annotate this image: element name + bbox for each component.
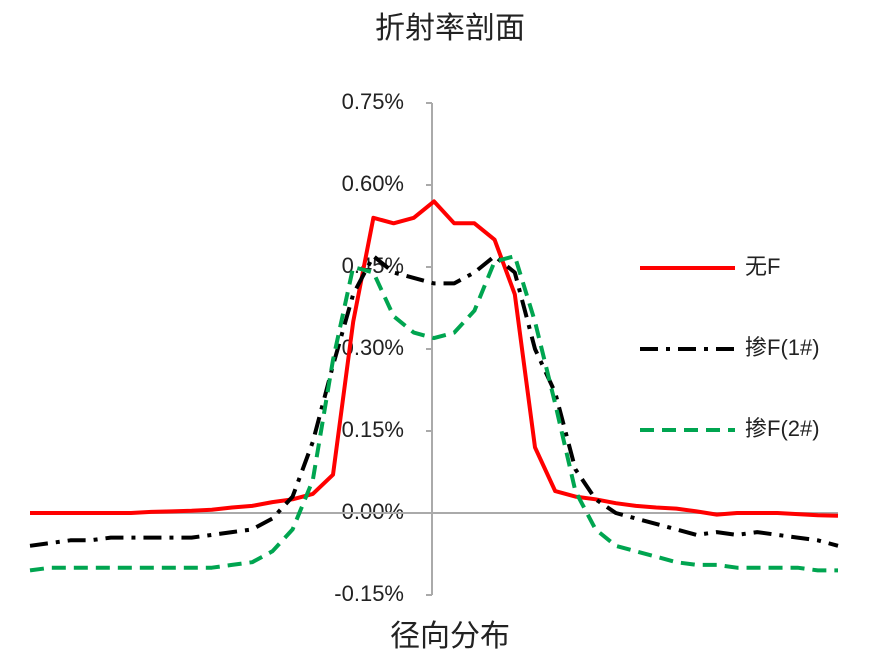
y-tick-label: 0.00%	[342, 499, 404, 524]
legend-label: 掺F(2#)	[745, 416, 820, 441]
legend-label: 无F	[745, 254, 780, 279]
chart-title: 折射率剖面	[375, 12, 525, 45]
y-tick-label: -0.15%	[334, 581, 404, 606]
y-tick-label: 0.60%	[342, 171, 404, 196]
x-axis-title: 径向分布	[390, 620, 510, 653]
series-line	[29, 254, 838, 573]
y-tick-label: 0.15%	[342, 417, 404, 442]
y-tick-label: 0.75%	[342, 89, 404, 114]
series-line	[30, 199, 839, 518]
series-line	[29, 254, 839, 548]
legend-label: 掺F(1#)	[745, 335, 820, 360]
